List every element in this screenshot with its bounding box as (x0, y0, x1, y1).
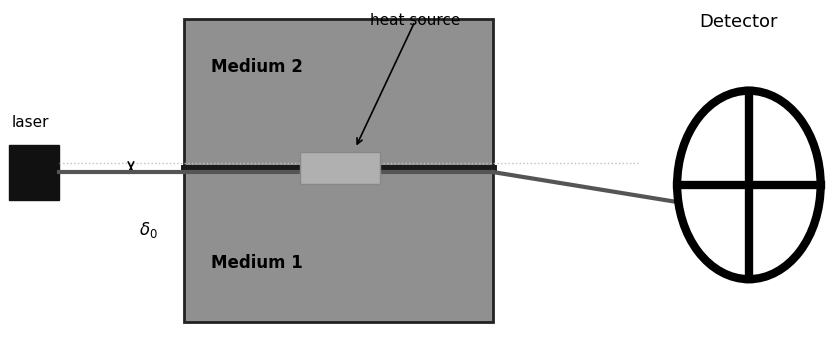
Text: $\delta_f$: $\delta_f$ (794, 188, 811, 208)
Ellipse shape (677, 91, 821, 279)
Bar (9, 145, 59, 200)
Text: Medium 1: Medium 1 (211, 254, 302, 272)
Text: $\delta_0$: $\delta_0$ (139, 220, 158, 240)
Text: Detector: Detector (700, 13, 778, 31)
Text: Medium 2: Medium 2 (211, 58, 302, 76)
Text: laser: laser (12, 115, 49, 131)
Bar (184, 19, 493, 322)
Bar (300, 152, 380, 184)
Text: heat source: heat source (370, 13, 460, 28)
